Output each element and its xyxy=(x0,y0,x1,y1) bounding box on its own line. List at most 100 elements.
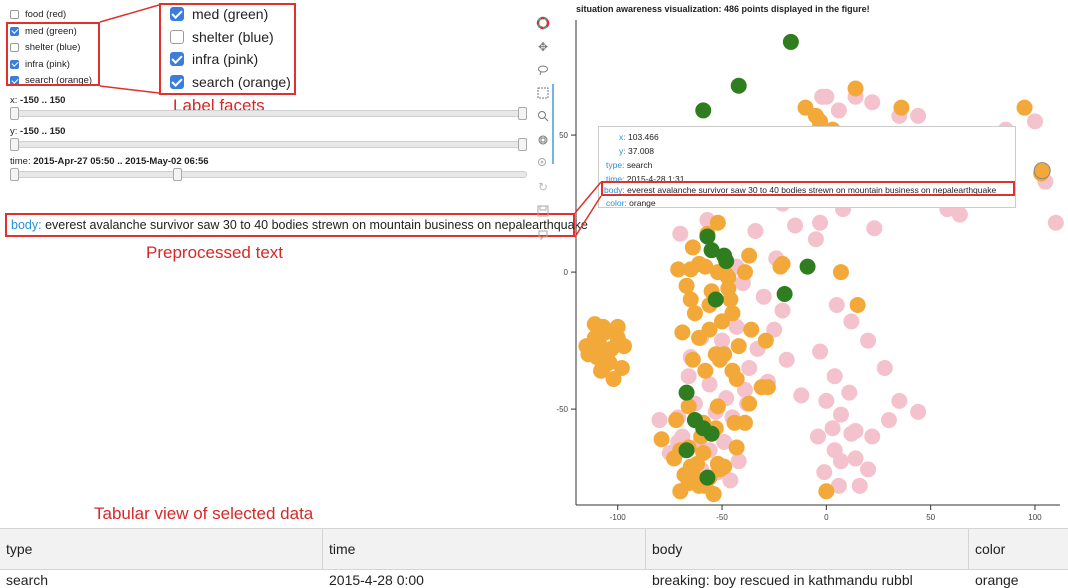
scatter-point xyxy=(847,450,864,467)
scatter-point xyxy=(860,332,877,349)
scatter-point xyxy=(703,425,720,442)
scatter-point xyxy=(810,428,826,445)
scatter-point xyxy=(743,321,760,338)
scatter-point xyxy=(684,351,701,368)
scatter-point xyxy=(686,305,703,322)
column-header-type[interactable]: type xyxy=(0,529,323,569)
scatter-point xyxy=(891,392,908,409)
preprocessed-text-annotation: Preprocessed text xyxy=(146,243,284,262)
scatter-point xyxy=(816,464,833,481)
facet-zoom-box xyxy=(159,3,296,95)
facet-checkbox-row[interactable]: infra (pink) xyxy=(10,59,70,70)
save-icon[interactable] xyxy=(536,204,550,218)
scatter-point xyxy=(682,291,699,308)
facet-checkbox-row[interactable]: med (green) xyxy=(10,26,77,37)
scatter-point xyxy=(728,439,745,456)
time-slider-handle-right[interactable] xyxy=(173,168,183,181)
scatter-point xyxy=(689,455,705,472)
scatter-point xyxy=(724,362,741,379)
x-range-slider[interactable] xyxy=(10,107,527,120)
facet-zoom-label: infra (pink) xyxy=(192,51,259,67)
scatter-point xyxy=(832,453,849,470)
facet-zoom-row: shelter (blue) xyxy=(170,29,274,45)
box-zoom-icon[interactable] xyxy=(536,133,550,147)
scatter-point xyxy=(707,346,724,363)
facet-checkbox[interactable] xyxy=(10,10,19,19)
lasso-select-icon[interactable] xyxy=(536,63,550,77)
scatter-point xyxy=(711,461,728,478)
facet-checkbox[interactable] xyxy=(10,43,19,52)
y-slider-handle-left[interactable] xyxy=(10,138,19,151)
tooltip-color-key: color: xyxy=(606,198,627,208)
hovered-point xyxy=(1033,162,1051,180)
pan-icon[interactable]: ✥ xyxy=(537,40,549,54)
box-select-icon[interactable] xyxy=(536,86,550,100)
x-tick-label: 100 xyxy=(1028,513,1042,522)
facet-checkbox[interactable] xyxy=(10,59,19,69)
facet-checkbox-row[interactable]: food (red) xyxy=(10,9,66,20)
facet-checkbox-row[interactable]: shelter (blue) xyxy=(10,42,80,53)
y-slider-handle-right[interactable] xyxy=(518,138,527,151)
scatter-point xyxy=(651,412,668,429)
scatter-point xyxy=(718,266,735,283)
facet-zoom-checkbox xyxy=(170,52,184,66)
reset-icon[interactable]: ↻ xyxy=(537,180,549,194)
scatter-point xyxy=(615,338,632,355)
time-slider-handle-left[interactable] xyxy=(10,168,19,181)
chart-title: situation awareness visualization: 486 p… xyxy=(576,4,870,14)
facet-zoom-checkbox xyxy=(170,7,184,21)
scatter-point xyxy=(714,332,731,349)
scatter-point xyxy=(778,351,795,368)
column-header-body[interactable]: body xyxy=(646,529,969,569)
scatter-point xyxy=(703,242,720,259)
scatter-point xyxy=(772,258,789,275)
scatter-point xyxy=(776,286,793,303)
scatter-point xyxy=(876,359,893,376)
tooltip-color-value: orange xyxy=(629,198,656,208)
scatter-point xyxy=(1026,113,1043,130)
tooltip-type-value: search xyxy=(626,160,653,170)
scatter-point xyxy=(578,338,595,355)
tooltip-y-value: 37.008 xyxy=(628,146,654,156)
scatter-point xyxy=(782,33,799,50)
column-header-time[interactable]: time xyxy=(323,529,646,569)
scatter-point xyxy=(818,392,835,409)
zoom-in-icon[interactable] xyxy=(536,156,550,170)
y-range-slider[interactable] xyxy=(10,138,527,151)
wheel-zoom-icon[interactable] xyxy=(536,109,550,123)
scatter-point xyxy=(818,483,835,500)
y-tick-label: -50 xyxy=(556,405,568,414)
hover-icon[interactable] xyxy=(536,228,550,242)
time-range-slider[interactable] xyxy=(10,168,527,181)
facet-checkbox[interactable] xyxy=(10,26,19,36)
x-slider-handle-left[interactable] xyxy=(10,107,19,120)
scatter-point xyxy=(830,102,847,119)
scatter-point xyxy=(716,433,733,450)
facet-connector xyxy=(99,4,160,94)
scatter-point xyxy=(678,442,695,459)
column-header-color[interactable]: color xyxy=(975,541,1006,557)
y-slider-label: y: -150 .. 150 xyxy=(10,126,66,137)
bokeh-logo-icon xyxy=(536,16,550,30)
x-slider-handle-right[interactable] xyxy=(518,107,527,120)
scatter-point xyxy=(826,368,843,385)
scatter-point xyxy=(720,280,737,297)
scatter-point xyxy=(828,296,845,313)
scatter-point xyxy=(787,217,804,234)
scatter-point xyxy=(757,332,774,349)
scatter-point xyxy=(701,376,718,393)
body-callout-text: body: everest avalanche survivor saw 30 … xyxy=(11,218,588,232)
scatter-point xyxy=(691,329,708,346)
scatter-point xyxy=(697,362,714,379)
tooltip-body-highlight xyxy=(601,181,1015,196)
facet-zoom-row: med (green) xyxy=(170,6,268,22)
facet-label: med (green) xyxy=(25,25,77,37)
scatter-point xyxy=(718,253,735,270)
scatter-point xyxy=(807,231,824,248)
tooltip-x-key: x: xyxy=(619,132,626,142)
toolbar-active-indicator xyxy=(552,84,554,164)
data-table-header: type time body color xyxy=(0,528,1068,570)
x-slider-label: x: -150 .. 150 xyxy=(10,95,66,106)
scatter-point xyxy=(605,370,622,387)
tooltip-body-value: everest avalanche survivor saw 30 to 40 … xyxy=(627,185,997,195)
